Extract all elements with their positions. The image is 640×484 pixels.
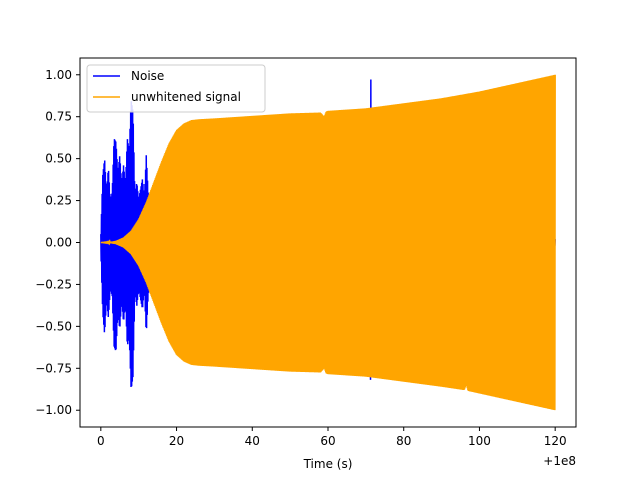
x-tick-label: 0 (97, 434, 105, 448)
legend-label: unwhitened signal (131, 90, 241, 104)
legend-items: Noise unwhitened signal (93, 69, 241, 104)
x-tick-label: 20 (169, 434, 184, 448)
y-axis-ticks: −1.00 −0.75 −0.50 −0.25 0.00 0.25 0.50 0.75 1.00 (35, 68, 80, 417)
y-tick-label: 1.00 (45, 68, 72, 82)
y-tick-label: −1.00 (35, 403, 72, 417)
x-tick-label: 80 (396, 434, 411, 448)
y-tick-label: 0.75 (45, 110, 72, 124)
legend-box (86, 64, 266, 113)
x-axis-offset-label: +1e8 (543, 454, 576, 468)
x-axis-label: Time (s) (303, 457, 353, 471)
y-tick-label: −0.50 (35, 319, 72, 333)
y-tick-label: 0.50 (45, 152, 72, 166)
x-axis-ticks: 0 20 40 60 80 100 120 (97, 427, 567, 448)
x-tick-label: 100 (468, 434, 491, 448)
x-tick-label: 60 (320, 434, 335, 448)
y-tick-label: −0.75 (35, 361, 72, 375)
x-tick-label: 40 (245, 434, 260, 448)
y-tick-label: −0.25 (35, 277, 72, 291)
legend-label: Noise (131, 69, 164, 83)
x-tick-label: 120 (544, 434, 567, 448)
series-line-unwhitened-signal (100, 74, 556, 411)
legend: Noise unwhitened signal (86, 64, 266, 113)
y-tick-label: 0.25 (45, 194, 72, 208)
series-layer (100, 74, 556, 411)
y-tick-label: 0.00 (45, 236, 72, 250)
